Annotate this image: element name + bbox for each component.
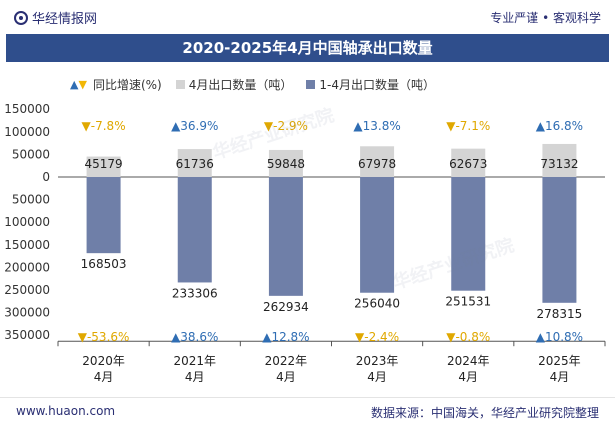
legend: ▲ ▼ 同比增速(%) 4月出口数量（吨） 1-4月出口数量（吨） xyxy=(70,75,449,93)
legend-growth: ▲ ▼ 同比增速(%) xyxy=(70,76,162,93)
bar-label-april: 73132 xyxy=(540,157,578,171)
x-tick-label: 2023年 xyxy=(356,354,399,368)
legend-ytd-label: 1-4月出口数量（吨） xyxy=(319,77,435,92)
tagline: 专业严谨 • 客观科学 xyxy=(490,11,601,25)
x-tick-label: 2025年 xyxy=(538,354,581,368)
growth-label-ytd: ▼-0.8% xyxy=(446,330,490,344)
bar-label-april: 59848 xyxy=(267,157,305,171)
legend-april: 4月出口数量（吨） xyxy=(175,76,293,93)
growth-label-ytd: ▲12.8% xyxy=(262,330,309,344)
bar-ytd xyxy=(177,177,212,283)
legend-growth-label: 同比增速(%) xyxy=(92,77,162,92)
brand-logo-icon xyxy=(14,10,28,25)
triangle-up-icon: ▲ xyxy=(70,77,79,91)
y-tick-label: 150000 xyxy=(4,102,50,116)
bar-label-april: 62673 xyxy=(449,157,487,171)
bar-label-ytd: 168503 xyxy=(81,257,127,271)
legend-april-label: 4月出口数量（吨） xyxy=(188,77,293,92)
y-tick-label: 150000 xyxy=(4,238,50,252)
y-tick-label: 250000 xyxy=(4,283,50,297)
x-tick-label: 4月 xyxy=(185,370,205,384)
bar-label-april: 45179 xyxy=(84,157,122,171)
bar-chart: 150000 100000 50000 0 50000 100000 150000 20000… xyxy=(4,102,606,384)
x-tick-label: 4月 xyxy=(94,370,114,384)
x-tick-label: 4月 xyxy=(458,370,478,384)
bar-april xyxy=(268,149,303,177)
growth-label-april: ▲16.8% xyxy=(536,119,583,133)
growth-label-april: ▲13.8% xyxy=(353,119,400,133)
footer: www.huaon.com 数据来源：中国海关，华经产业研究院整理 xyxy=(0,397,615,428)
y-tick-label: 100000 xyxy=(4,125,50,139)
bar-label-ytd: 262934 xyxy=(263,300,309,314)
x-tick-label: 4月 xyxy=(276,370,296,384)
growth-label-ytd: ▼-53.6% xyxy=(78,330,130,344)
x-tick-label: 4月 xyxy=(367,370,387,384)
y-tick-label: 0 xyxy=(42,170,50,184)
bar-ytd xyxy=(360,177,395,293)
legend-april-swatch xyxy=(175,79,185,89)
chart-title: 2020-2025年4月中国轴承出口数量 xyxy=(6,34,609,62)
bar-april xyxy=(360,146,395,177)
growth-label-april: ▲36.9% xyxy=(171,119,218,133)
x-tick-label: 2022年 xyxy=(265,354,308,368)
y-tick-label: 50000 xyxy=(12,193,50,207)
bar-april xyxy=(542,143,577,177)
bar-april xyxy=(86,156,121,177)
growth-label-april: ▼-7.8% xyxy=(82,119,126,133)
legend-ytd-swatch xyxy=(306,79,316,89)
bar-label-april: 61736 xyxy=(176,157,214,171)
growth-label-april: ▼-7.1% xyxy=(446,119,490,133)
top-bar: 华经情报网 专业严谨 • 客观科学 xyxy=(0,0,615,34)
x-tick-label: 2020年 xyxy=(82,354,125,368)
brand: 华经情报网 xyxy=(14,8,97,27)
growth-label-april: ▼-2.9% xyxy=(264,119,308,133)
triangle-down-icon: ▼ xyxy=(78,77,87,91)
y-tick-label: 350000 xyxy=(4,328,50,342)
bar-label-ytd: 256040 xyxy=(354,297,400,311)
bar-label-ytd: 251531 xyxy=(445,295,491,309)
footer-website: www.huaon.com xyxy=(16,404,116,418)
bar-ytd xyxy=(451,177,486,291)
x-tick-label: 2021年 xyxy=(173,354,216,368)
y-tick-label: 200000 xyxy=(4,260,50,274)
y-tick-label: 50000 xyxy=(12,147,50,161)
footer-source: 数据来源：中国海关，华经产业研究院整理 xyxy=(370,406,599,420)
growth-label-ytd: ▲38.6% xyxy=(171,330,218,344)
bar-ytd xyxy=(268,177,303,296)
bar-label-ytd: 278315 xyxy=(537,307,583,321)
bar-april xyxy=(177,149,212,177)
x-tick-label: 4月 xyxy=(550,370,570,384)
x-tick-label: 2024年 xyxy=(447,354,490,368)
bar-ytd xyxy=(86,177,121,254)
bar-label-april: 67978 xyxy=(358,157,396,171)
growth-label-ytd: ▼-2.4% xyxy=(355,330,399,344)
bar-ytd xyxy=(542,177,577,303)
y-tick-label: 300000 xyxy=(4,306,50,320)
bar-label-ytd: 233306 xyxy=(172,286,218,300)
growth-label-ytd: ▲10.8% xyxy=(536,330,583,344)
brand-name: 华经情报网 xyxy=(32,12,98,27)
bar-april xyxy=(451,148,486,177)
y-tick-label: 100000 xyxy=(4,215,50,229)
legend-ytd: 1-4月出口数量（吨） xyxy=(306,76,435,93)
